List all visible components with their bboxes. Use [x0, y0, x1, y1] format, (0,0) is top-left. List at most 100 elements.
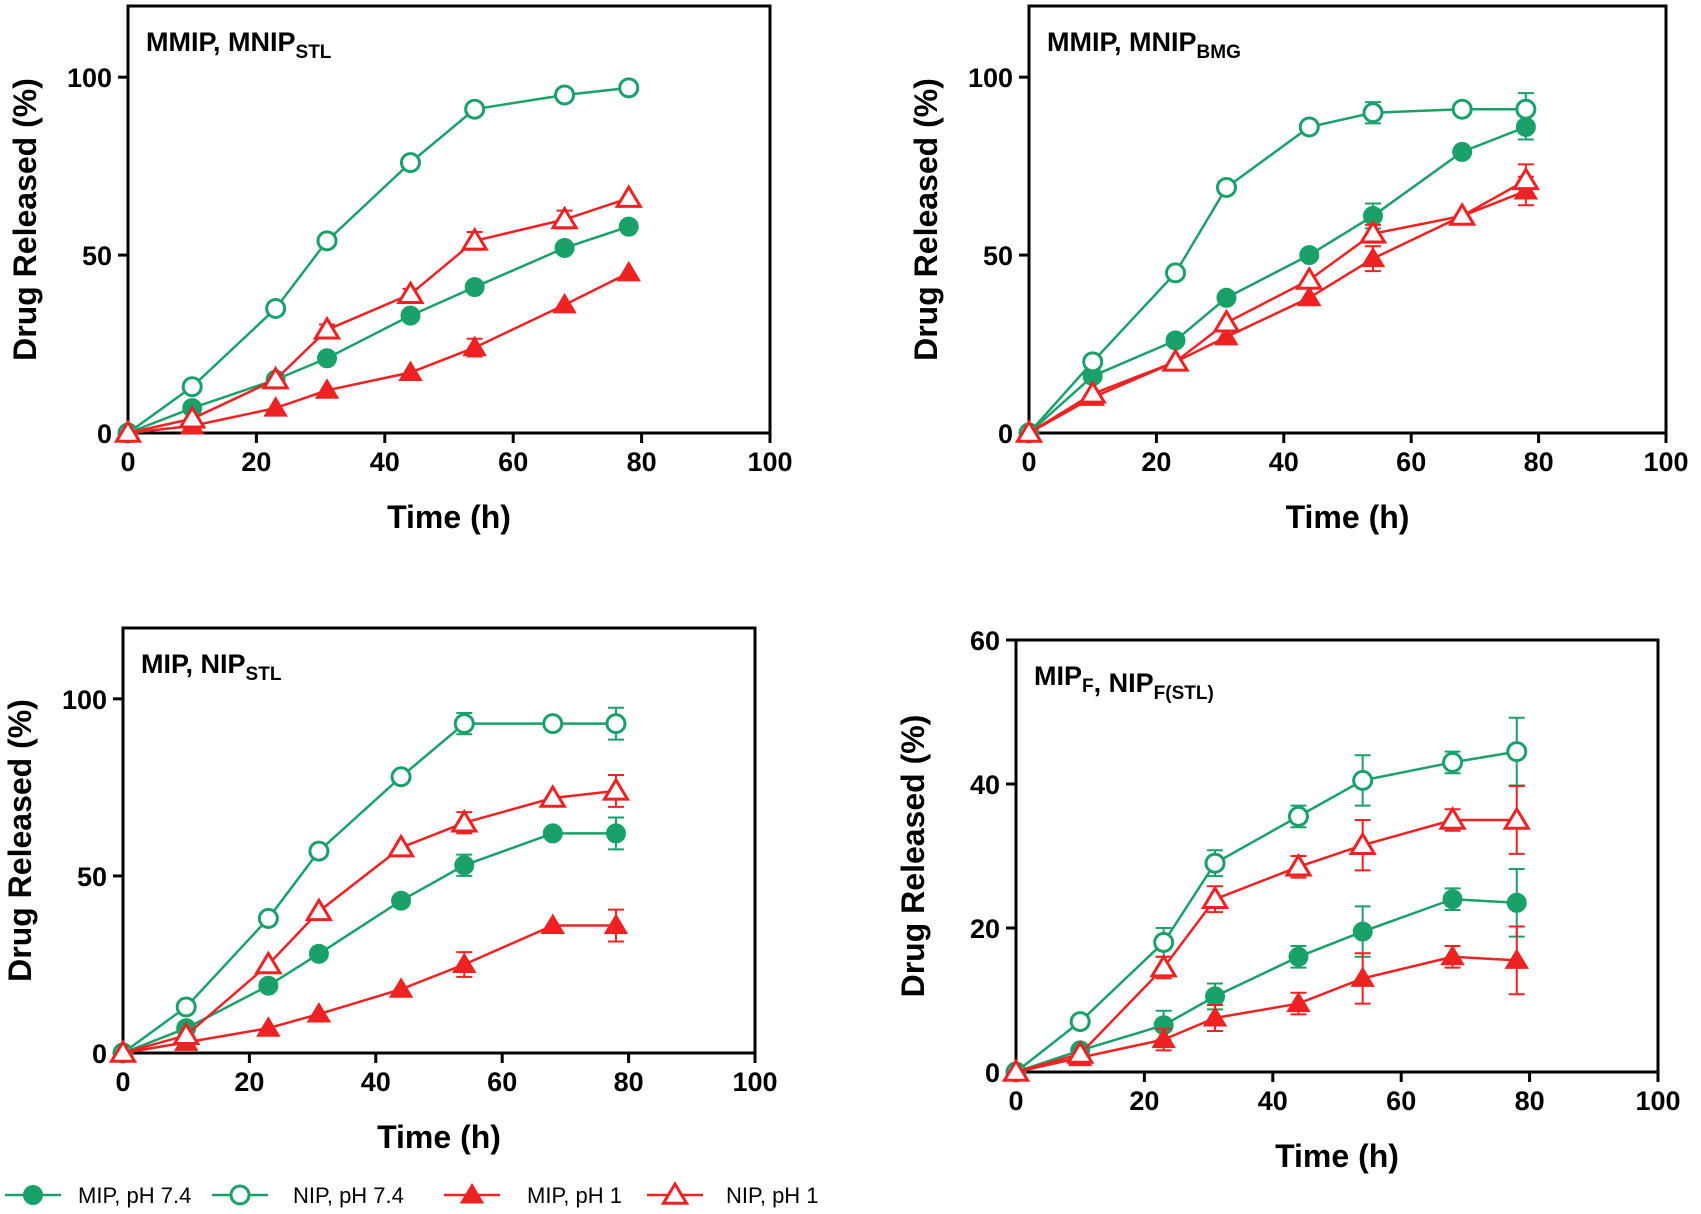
- data-point: [178, 404, 207, 429]
- series-2: [1018, 92, 1537, 444]
- x-tick-label: 20: [1129, 1086, 1159, 1116]
- x-tick-label: 20: [241, 447, 271, 477]
- data-point: [254, 950, 283, 975]
- x-tick-label: 100: [1635, 1086, 1680, 1116]
- panel-title: MIP, NIPSTL: [141, 649, 282, 685]
- data-point: [1165, 330, 1186, 351]
- y-axis-label: Drug Released (%): [895, 715, 931, 998]
- data-point: [1151, 1027, 1176, 1049]
- data-point: [1504, 948, 1530, 969]
- x-tick-label: 60: [487, 1067, 517, 1097]
- y-tick-label: 0: [97, 419, 112, 449]
- data-point: [1348, 831, 1377, 855]
- series-line: [122, 789, 617, 1055]
- data-point: [542, 823, 563, 844]
- data-point: [1506, 892, 1527, 913]
- series-line: [122, 722, 616, 1055]
- y-tick-label: 50: [77, 862, 107, 892]
- data-point: [1216, 287, 1237, 308]
- data-point: [1360, 246, 1386, 268]
- x-tick-label: 60: [1396, 447, 1426, 477]
- data-point: [312, 315, 342, 340]
- data-point: [113, 419, 143, 443]
- x-tick-label: 40: [1258, 1086, 1288, 1116]
- x-tick-label: 0: [1008, 1086, 1023, 1116]
- series-line: [127, 271, 630, 435]
- x-tick-label: 20: [234, 1067, 264, 1097]
- x-tick-label: 0: [115, 1067, 130, 1097]
- series-4: [1014, 163, 1541, 443]
- chart-panel-1: 0 20 40 60 80 100 0 50 100 Time (h) Drug Released …: [7, 4, 793, 535]
- data-point: [1200, 885, 1230, 909]
- y-tick-label: 60: [970, 626, 1000, 656]
- series-line: [1028, 107, 1526, 434]
- series-line: [1015, 750, 1517, 1073]
- data-point: [175, 996, 197, 1018]
- series-2: [112, 706, 627, 1064]
- data-point: [400, 305, 421, 326]
- data-point: [614, 184, 643, 208]
- data-point: [452, 952, 477, 973]
- x-tick-label: 60: [1386, 1086, 1416, 1116]
- data-point: [464, 277, 485, 298]
- series-line: [1028, 179, 1527, 435]
- x-axis-label: Time (h): [1275, 1138, 1399, 1174]
- data-point: [256, 1016, 281, 1037]
- series-2: [117, 77, 640, 444]
- data-point: [1447, 202, 1477, 226]
- data-point: [398, 360, 423, 382]
- data-point: [618, 77, 640, 99]
- x-tick-label: 0: [120, 447, 135, 477]
- data-point: [1284, 852, 1313, 877]
- data-point: [460, 226, 489, 251]
- y-tick-label: 100: [67, 63, 112, 93]
- data-point: [1506, 741, 1528, 763]
- data-point: [265, 297, 287, 319]
- data-point: [1014, 419, 1044, 443]
- x-tick-label: 40: [1269, 447, 1299, 477]
- data-point: [1442, 889, 1463, 910]
- data-point: [1078, 379, 1107, 404]
- plot-frame: [1014, 638, 1660, 1074]
- legend-marker: [660, 1181, 690, 1205]
- y-tick-label: 100: [62, 685, 107, 715]
- panel-title: MMIP, MNIPSTL: [146, 27, 332, 63]
- data-point: [396, 280, 425, 304]
- data-point: [1511, 166, 1541, 191]
- data-point: [1502, 806, 1531, 830]
- series-line: [122, 924, 616, 1055]
- series-4: [113, 184, 643, 443]
- x-tick-label: 80: [614, 1067, 644, 1097]
- data-point: [1214, 324, 1239, 346]
- data-point: [1440, 944, 1465, 966]
- data-point: [462, 335, 487, 357]
- data-point: [554, 84, 576, 106]
- data-point: [1069, 1011, 1091, 1033]
- data-point: [1215, 176, 1237, 198]
- x-axis-label: Time (h): [377, 1119, 501, 1155]
- data-point: [1204, 852, 1226, 874]
- x-tick-label: 40: [361, 1067, 391, 1097]
- x-tick-label: 60: [498, 447, 528, 477]
- data-point: [601, 777, 631, 801]
- series-line: [1015, 818, 1517, 1074]
- data-point: [453, 713, 475, 735]
- legend-marker: [229, 1184, 251, 1206]
- data-point: [605, 823, 626, 844]
- data-point: [1352, 769, 1374, 791]
- data-point: [181, 376, 203, 398]
- chart-panel-3: 0 20 40 60 80 100 0 50 100 Time (h) Drug Released …: [2, 626, 778, 1155]
- data-point: [1153, 931, 1175, 953]
- series-1: [1019, 113, 1536, 443]
- data-point: [464, 98, 486, 120]
- series-line: [122, 832, 616, 1055]
- data-point: [1515, 98, 1537, 120]
- series-line: [1015, 897, 1517, 1074]
- data-point: [306, 1002, 332, 1023]
- y-tick-label: 0: [985, 1058, 1000, 1088]
- series-line: [127, 86, 629, 435]
- y-axis-label: Drug Released (%): [908, 78, 944, 361]
- x-tick-label: 80: [627, 447, 657, 477]
- x-axis-label: Time (h): [1286, 499, 1410, 535]
